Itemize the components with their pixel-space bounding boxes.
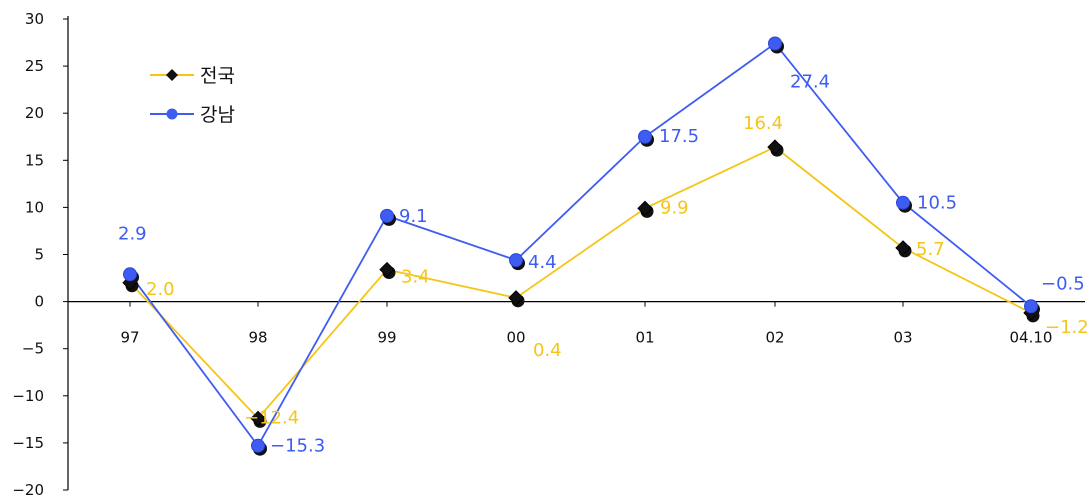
y-tick-label: 25 — [25, 57, 44, 75]
data-label: 9.9 — [660, 197, 689, 218]
series-layer — [122, 36, 1040, 456]
x-tick-label: 99 — [377, 329, 396, 347]
y-tick-label: 15 — [25, 151, 44, 169]
legend-label: 강남 — [200, 104, 235, 126]
y-tick-label: 10 — [25, 198, 44, 216]
x-tick-label: 97 — [120, 329, 139, 347]
x-tick-label: 01 — [635, 329, 654, 347]
data-point-circle — [509, 253, 523, 268]
data-point-diamond — [637, 200, 653, 217]
data-point-circle — [251, 438, 265, 453]
data-point-circle — [896, 195, 910, 210]
data-point-diamond — [895, 240, 911, 256]
data-label: −12.4 — [244, 407, 299, 428]
data-point-circle — [380, 208, 394, 223]
data-point-diamond — [250, 410, 266, 427]
axes-layer: 30 25 20 15 10 5 0 −5 −10 −15 −20 97 98 99 00 01 02 03 04.… — [12, 10, 1085, 499]
data-label: 16.4 — [743, 113, 783, 134]
data-label: 27.4 — [790, 71, 830, 92]
data-point-circle — [1024, 299, 1038, 314]
legend-marker-circle — [166, 108, 178, 120]
x-tick-label: 03 — [893, 329, 912, 347]
y-tick-label: −15 — [12, 434, 44, 452]
data-label: −1.2 — [1045, 317, 1089, 338]
x-tick-label: 00 — [506, 329, 525, 347]
data-label: −15.3 — [270, 436, 325, 457]
data-label: 9.1 — [399, 206, 428, 227]
y-tick-label: 5 — [34, 246, 44, 264]
x-tick-label: 02 — [765, 329, 784, 347]
data-label: −0.5 — [1041, 273, 1085, 294]
data-label: 0.4 — [533, 340, 562, 361]
data-point-diamond — [767, 139, 783, 155]
data-label: 3.4 — [401, 267, 430, 288]
data-label: 4.4 — [528, 252, 557, 273]
data-label: 17.5 — [659, 126, 699, 147]
y-tick-label: 30 — [25, 10, 44, 28]
data-point-circle — [768, 36, 782, 51]
data-label: 5.7 — [916, 239, 945, 260]
series-line-gangnam — [129, 42, 1032, 448]
y-tick-label: −20 — [12, 481, 44, 499]
data-label: 10.5 — [917, 193, 957, 214]
data-point-circle — [638, 129, 652, 144]
data-point-diamond — [508, 290, 524, 306]
series-line-national — [129, 146, 1032, 420]
x-tick-label: 04.10 — [1010, 329, 1053, 347]
data-label: 2.9 — [118, 223, 147, 244]
y-tick-label: −5 — [22, 340, 44, 358]
y-tick-label: 20 — [25, 104, 44, 122]
data-point-diamond — [379, 261, 395, 278]
x-tick-label: 98 — [248, 329, 267, 347]
data-label: 2.0 — [146, 279, 175, 300]
legend-marker-diamond — [166, 69, 178, 81]
data-point-circle — [123, 267, 137, 282]
legend-label: 전국 — [200, 65, 235, 87]
data-labels-layer: 2.0 −12.4 3.4 0.4 9.9 16.4 5.7 −1.2 2.9 −15.3 9.1 4… — [118, 71, 1089, 456]
y-tick-label: −10 — [12, 387, 44, 405]
y-tick-label: 0 — [34, 293, 44, 311]
